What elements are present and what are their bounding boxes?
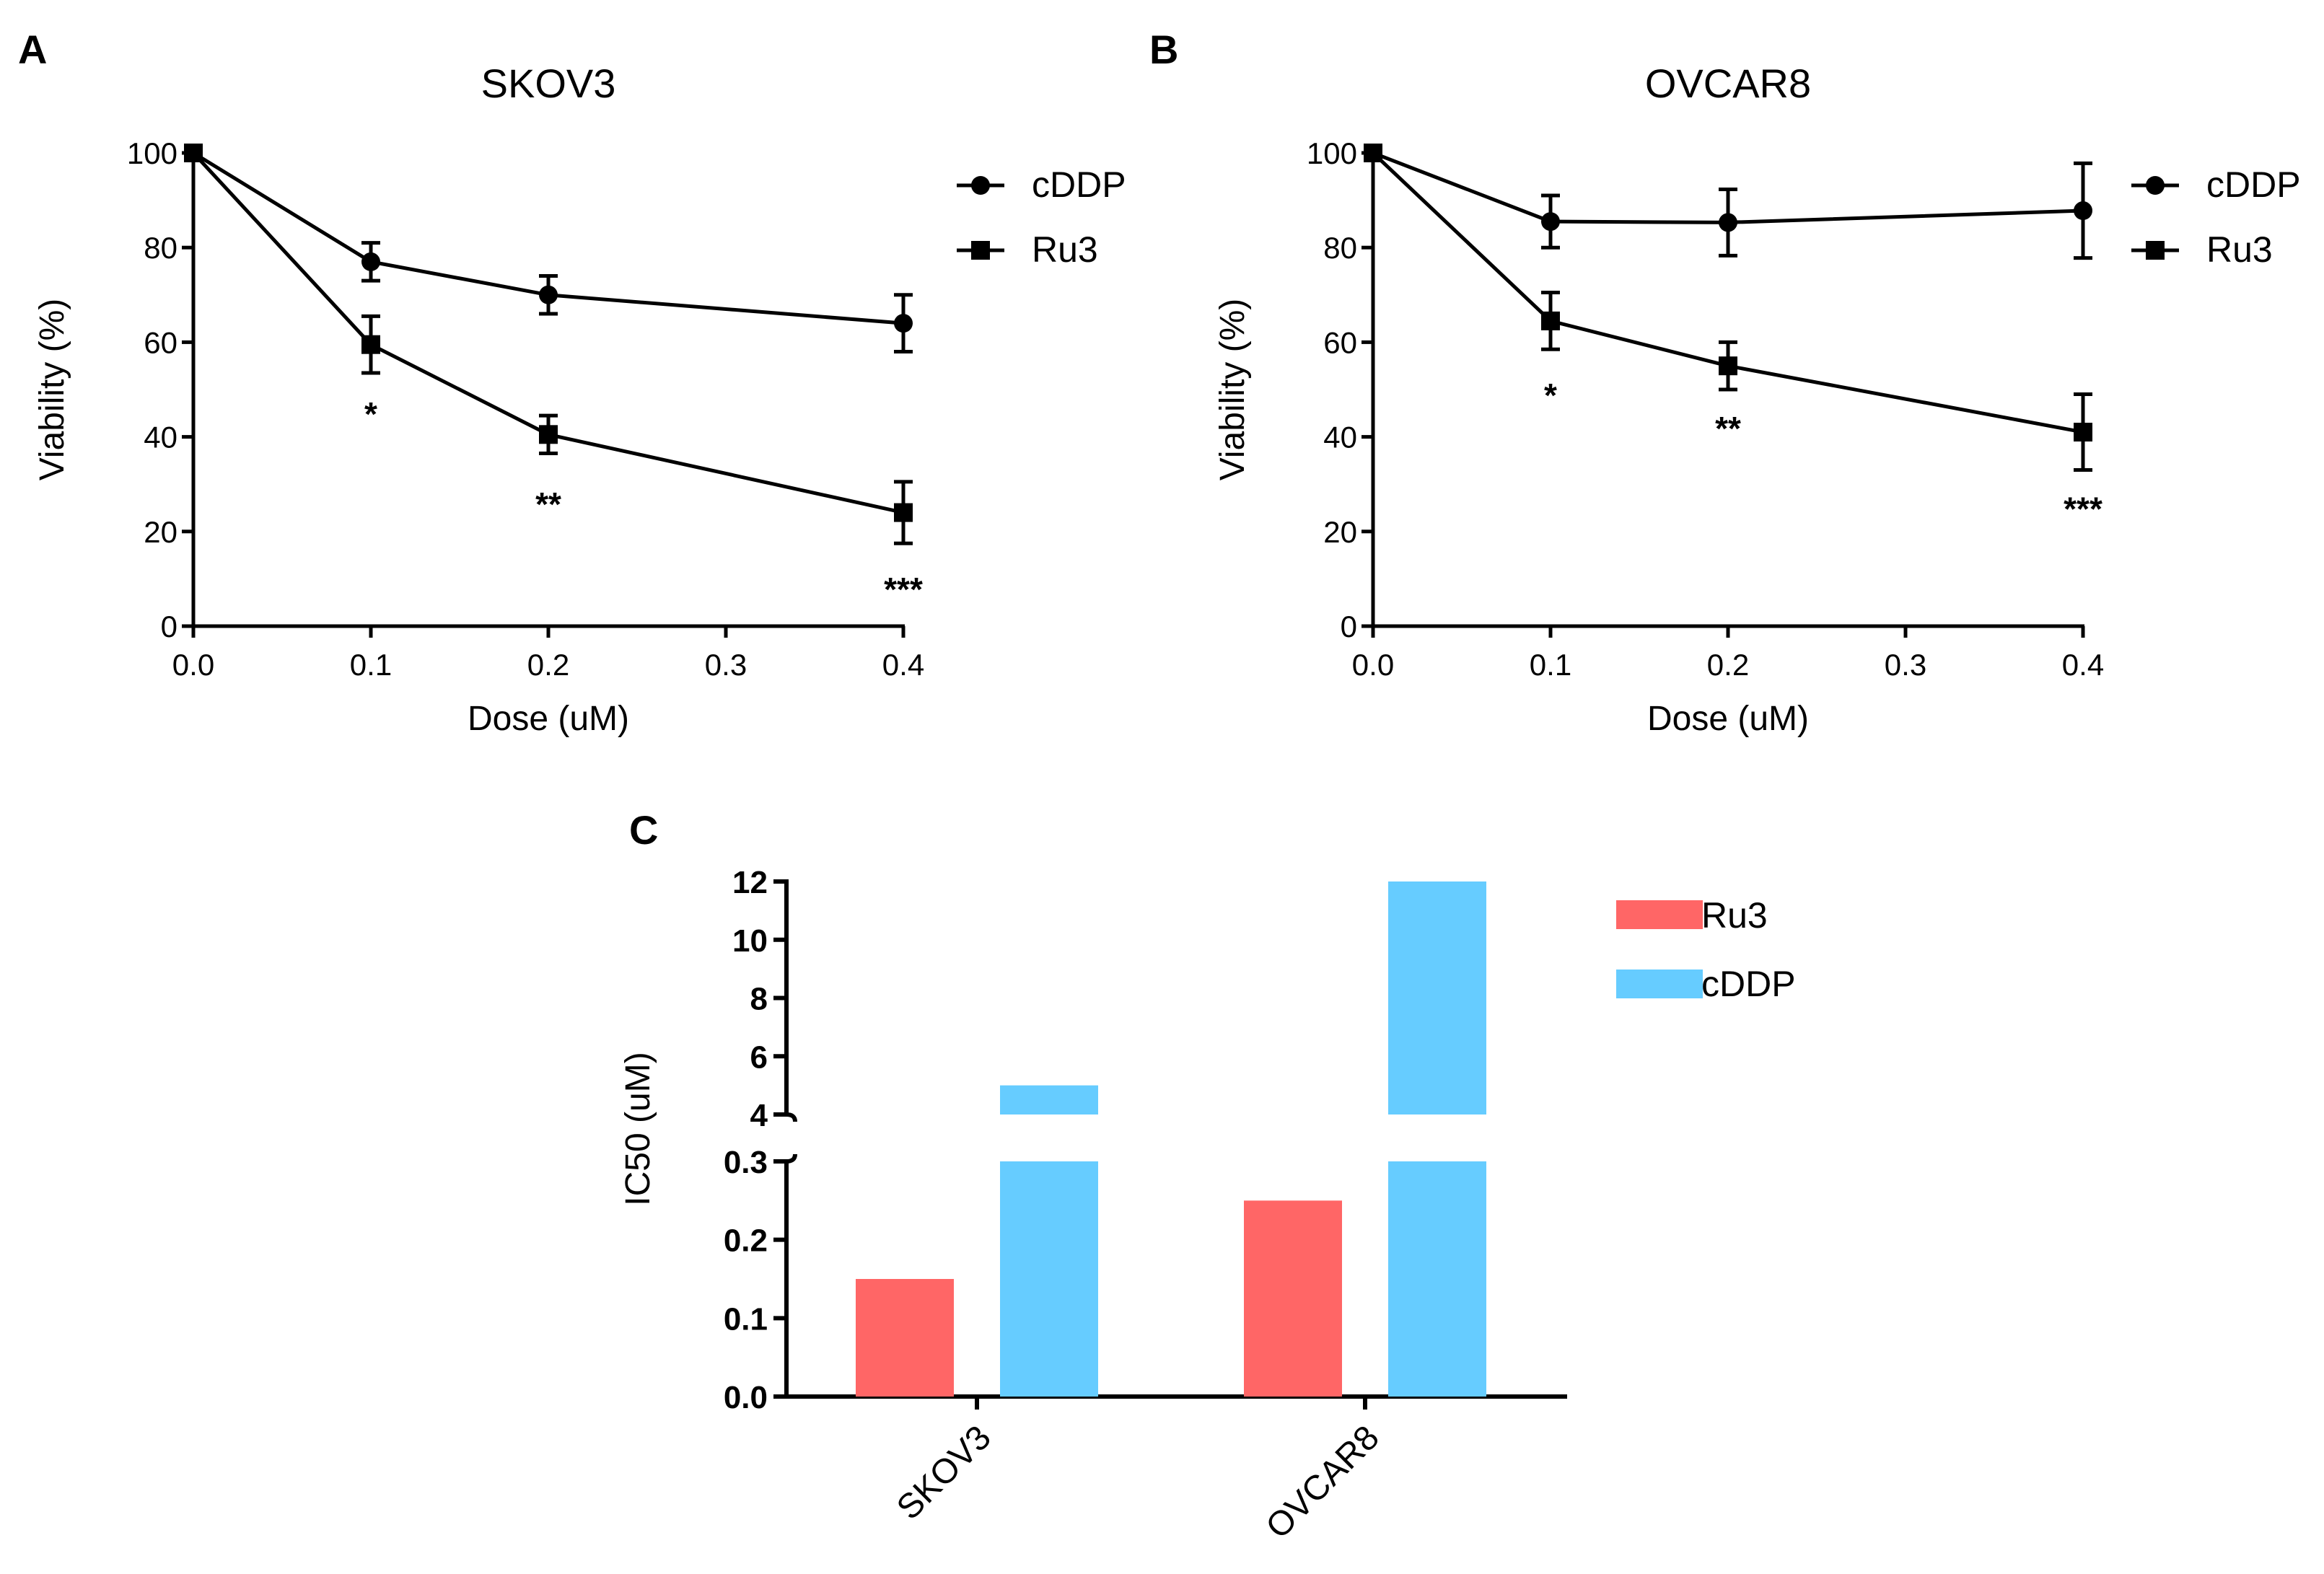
series-line-cddp (1372, 151, 2084, 224)
data-point-cddp (1541, 212, 1560, 232)
axis-break-mark (786, 1153, 797, 1164)
data-point-cddp (1719, 213, 1737, 232)
data-point-ru3 (1719, 356, 1737, 376)
y-tick-label: 0 (161, 610, 177, 643)
data-point-cddp (361, 252, 380, 271)
y-tick-label: 0 (1341, 610, 1357, 643)
y-axis-label: Viability (%) (33, 299, 71, 481)
x-tick-label: 0.2 (527, 648, 569, 682)
legend-swatch-ru3 (1616, 900, 1703, 929)
data-point-ru3 (361, 335, 380, 354)
data-point-ru3 (2074, 423, 2092, 442)
series-line-ru3 (192, 151, 904, 515)
series-line-ru3 (1372, 151, 2084, 434)
bar-cddp-ovcar8-lower (1388, 1161, 1486, 1397)
legend-label-cddp: cDDP (1032, 164, 1126, 205)
y-tick-label: 40 (144, 421, 177, 454)
y-tick-label: 0.3 (724, 1145, 768, 1180)
legend-label-cddp: cDDP (2206, 164, 2301, 205)
bar-cddp-skov3-upper (1000, 1085, 1098, 1114)
data-point-cddp (2074, 201, 2092, 221)
data-point-ru3 (539, 425, 558, 444)
panel-letter-a: A (18, 27, 47, 72)
y-tick-label: 4 (750, 1098, 768, 1133)
data-point-cddp (894, 314, 913, 333)
chart-ic50: IC50 (uM) 0.0 0.1 0.2 0.3 4 6 8 10 12 SKOV3 OVCAR… (619, 865, 1796, 1546)
chart-ovcar8: OVCAR8 Dose (uM) Viability (%) 0.0 0.1 0.2… (1214, 61, 2301, 738)
y-tick-label: 100 (127, 136, 177, 170)
y-tick-label: 20 (1323, 515, 1357, 549)
x-tick-label: 0.1 (1530, 648, 1571, 682)
x-axis-label: Dose (uM) (468, 700, 629, 738)
significance-marker: *** (2064, 490, 2102, 527)
x-tick-label: 0.3 (705, 648, 747, 682)
significance-marker: ** (1715, 410, 1741, 447)
x-tick-label: 0.0 (172, 648, 214, 682)
data-point-ru3 (184, 144, 203, 162)
y-tick-label: 60 (144, 325, 177, 359)
bar-cddp-ovcar8-upper (1388, 881, 1486, 1114)
panel-letter-b: B (1149, 27, 1178, 72)
y-tick-label: 60 (1323, 325, 1357, 359)
x-tick-label: 0.1 (350, 648, 392, 682)
y-tick-label: 0.1 (724, 1301, 768, 1337)
chart-title: SKOV3 (481, 61, 616, 106)
x-tick-label: 0.4 (882, 648, 924, 682)
y-axis-label: Viability (%) (1214, 299, 1252, 481)
bar-ru3-skov3 (856, 1279, 954, 1397)
series-line-cddp (192, 151, 904, 325)
y-tick-label: 6 (750, 1039, 768, 1075)
data-point-ru3 (894, 503, 913, 522)
y-tick-label: 0.2 (724, 1223, 768, 1259)
significance-marker: ** (535, 485, 561, 523)
legend-marker-ru3 (2146, 241, 2165, 260)
x-tick-label: 0.3 (1885, 648, 1926, 682)
significance-marker: * (364, 395, 377, 433)
data-point-cddp (539, 285, 558, 304)
y-tick-label: 80 (144, 231, 177, 265)
y-tick-label: 0.0 (724, 1380, 768, 1415)
legend-label-ru3: Ru3 (1701, 895, 1768, 936)
y-tick-label: 8 (750, 982, 768, 1017)
x-tick-label: 0.2 (1707, 648, 1749, 682)
y-axis-label: IC50 (uM) (619, 1052, 657, 1205)
significance-marker: * (1544, 377, 1557, 414)
legend-marker-ru3 (971, 241, 990, 260)
x-category-label: SKOV3 (890, 1418, 999, 1527)
legend-marker-cddp (971, 176, 990, 195)
x-tick-label: 0.4 (2062, 648, 2104, 682)
x-category-label: OVCAR8 (1259, 1418, 1387, 1546)
bar-ru3-ovcar8 (1244, 1200, 1342, 1397)
legend-label-cddp: cDDP (1701, 964, 1796, 1004)
x-axis-label: Dose (uM) (1647, 700, 1809, 738)
significance-marker: *** (884, 571, 923, 608)
chart-title: OVCAR8 (1645, 61, 1811, 106)
y-tick-label: 40 (1323, 421, 1357, 454)
axis-break-mark (786, 1112, 797, 1122)
y-tick-label: 100 (1307, 136, 1357, 170)
legend-label-ru3: Ru3 (2206, 229, 2273, 270)
y-tick-label: 20 (144, 515, 177, 549)
y-tick-label: 12 (732, 865, 768, 900)
legend-label-ru3: Ru3 (1032, 229, 1098, 270)
bar-cddp-skov3-lower (1000, 1161, 1098, 1397)
x-tick-label: 0.0 (1352, 648, 1394, 682)
legend-swatch-cddp (1616, 970, 1703, 998)
y-tick-label: 80 (1323, 231, 1357, 265)
y-tick-label: 10 (732, 923, 768, 959)
chart-skov3: SKOV3 Dose (uM) Viability (%) 0.0 0.1 0.2 0… (33, 61, 1126, 738)
data-point-ru3 (1541, 311, 1560, 330)
panel-letter-c: C (629, 807, 658, 853)
data-point-ru3 (1364, 144, 1382, 162)
legend-marker-cddp (2146, 176, 2165, 195)
